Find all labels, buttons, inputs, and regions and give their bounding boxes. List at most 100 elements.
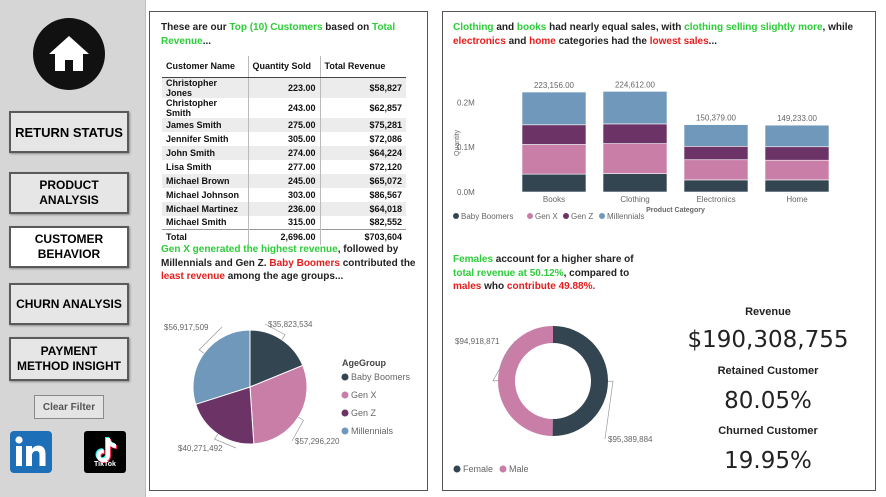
nav-return-status-button[interactable]: RETURN STATUS xyxy=(9,111,129,153)
legend-marker xyxy=(563,213,569,219)
quantity-cell: 315.00 xyxy=(248,216,320,230)
bar-segment-millennials[interactable] xyxy=(765,125,829,147)
customer-name-cell: James Smith xyxy=(162,118,248,132)
table-row[interactable]: James Smith 275.00 $75,281 xyxy=(162,118,406,132)
customer-panel: These are our Top (10) Customers based o… xyxy=(149,11,428,491)
category-quantity-bar-chart: 0.0M 0.1M 0.2M Quantity 223,156.00 Books 224,6… xyxy=(443,62,873,237)
slice-value-label: $35,823,534 xyxy=(268,320,313,329)
legend-marker xyxy=(453,213,459,219)
customer-name-cell: Jennifer Smith xyxy=(162,132,248,146)
bar-segment-gen-x[interactable] xyxy=(684,160,748,180)
bar-segment-millennials[interactable] xyxy=(603,91,667,124)
top-customers-text: These are our Top (10) Customers based o… xyxy=(161,21,421,48)
revenue-cell: $72,086 xyxy=(320,132,406,146)
tiktok-icon[interactable]: TikTok xyxy=(84,431,126,473)
revenue-cell: $65,072 xyxy=(320,174,406,188)
col-customer-name[interactable]: Customer Name xyxy=(162,56,248,77)
quantity-cell: 274.00 xyxy=(248,146,320,160)
linkedin-icon[interactable] xyxy=(10,431,52,473)
revenue-cell: $75,281 xyxy=(320,118,406,132)
bar-total-label: 150,379.00 xyxy=(696,114,737,123)
x-tick-label: Electronics xyxy=(696,195,735,204)
quantity-cell: 275.00 xyxy=(248,118,320,132)
bar-segment-millennials[interactable] xyxy=(522,92,586,125)
revenue-value: $190,308,755 xyxy=(668,327,868,353)
bar-segment-baby-boomers[interactable] xyxy=(603,174,667,192)
bar-segment-millennials[interactable] xyxy=(684,125,748,147)
table-row[interactable]: Lisa Smith 277.00 $72,120 xyxy=(162,160,406,174)
table-row[interactable]: Michael Smith 315.00 $82,552 xyxy=(162,216,406,230)
churned-customer-value: 19.95% xyxy=(668,448,868,474)
customer-name-cell: Michael Martinez xyxy=(162,202,248,216)
churned-customer-label: Churned Customer xyxy=(668,425,868,437)
quantity-cell: 305.00 xyxy=(248,132,320,146)
table-row[interactable]: Jennifer Smith 305.00 $72,086 xyxy=(162,132,406,146)
revenue-cell: $62,857 xyxy=(320,98,406,118)
legend-marker xyxy=(342,410,349,417)
quantity-cell: 243.00 xyxy=(248,98,320,118)
top-customers-table: Customer Name Quantity Sold Total Revenu… xyxy=(162,56,406,245)
customer-name-cell: John Smith xyxy=(162,146,248,160)
tiktok-label: TikTok xyxy=(84,461,126,468)
quantity-cell: 277.00 xyxy=(248,160,320,174)
legend-item: Millennials xyxy=(351,426,394,436)
customer-name-cell: Michael Smith xyxy=(162,216,248,230)
customer-name-cell: Michael Brown xyxy=(162,174,248,188)
bar-segment-baby-boomers[interactable] xyxy=(522,174,586,192)
x-tick-label: Home xyxy=(786,195,808,204)
table-row[interactable]: Michael Johnson 303.00 $86,567 xyxy=(162,188,406,202)
nav-churn-analysis-button[interactable]: CHURN ANALYSIS xyxy=(9,283,129,325)
bar-total-label: 223,156.00 xyxy=(534,81,575,90)
bar-segment-gen-z[interactable] xyxy=(765,147,829,160)
revenue-label: Revenue xyxy=(668,306,868,318)
bar-segment-gen-z[interactable] xyxy=(522,125,586,145)
table-row[interactable]: Christopher Smith 243.00 $62,857 xyxy=(162,98,406,118)
bar-segment-gen-x[interactable] xyxy=(522,145,586,175)
bar-segment-gen-z[interactable] xyxy=(603,124,667,144)
legend-item: Baby Boomers xyxy=(351,372,411,382)
legend-marker xyxy=(599,213,605,219)
revenue-cell: $72,120 xyxy=(320,160,406,174)
nav-customer-behavior-button[interactable]: CUSTOMER BEHAVIOR xyxy=(9,226,129,268)
home-button[interactable] xyxy=(33,18,105,90)
table-row[interactable]: John Smith 274.00 $64,224 xyxy=(162,146,406,160)
quantity-cell: 303.00 xyxy=(248,188,320,202)
nav-payment-method-insight-button[interactable]: PAYMENT METHOD INSIGHT xyxy=(9,337,129,381)
legend-marker xyxy=(500,466,507,473)
revenue-cell: $82,552 xyxy=(320,216,406,230)
table-row[interactable]: Christopher Jones 223.00 $58,827 xyxy=(162,77,406,98)
clear-filter-button[interactable]: Clear Filter xyxy=(34,395,104,419)
y-tick-label: 0.0M xyxy=(457,188,475,197)
revenue-cell: $58,827 xyxy=(320,77,406,98)
gender-text: Females account for a higher share of to… xyxy=(453,253,653,294)
bar-segment-baby-boomers[interactable] xyxy=(765,180,829,192)
donut-slice-female[interactable] xyxy=(553,326,608,436)
donut-slice-male[interactable] xyxy=(498,326,553,436)
gender-revenue-donut-chart: $95,389,884$94,918,871Female Male xyxy=(443,307,683,482)
revenue-cell: $64,018 xyxy=(320,202,406,216)
quantity-cell: 223.00 xyxy=(248,77,320,98)
x-tick-label: Books xyxy=(543,195,565,204)
bar-segment-gen-z[interactable] xyxy=(684,146,748,159)
retained-customer-value: 80.05% xyxy=(668,388,868,414)
slice-value-label: $56,917,509 xyxy=(164,323,209,332)
legend-item: Gen X xyxy=(351,390,377,400)
legend-marker xyxy=(454,466,461,473)
bar-segment-baby-boomers[interactable] xyxy=(684,180,748,192)
legend-marker xyxy=(342,428,349,435)
revenue-cell: $64,224 xyxy=(320,146,406,160)
col-total-revenue[interactable]: Total Revenue xyxy=(320,56,406,77)
legend-marker xyxy=(342,392,349,399)
category-gender-panel: Clothing and books had nearly equal sale… xyxy=(442,11,876,491)
col-quantity-sold[interactable]: Quantity Sold xyxy=(248,56,320,77)
slice-value-label: $57,296,220 xyxy=(295,437,340,446)
bar-segment-gen-x[interactable] xyxy=(603,144,667,174)
category-text: Clothing and books had nearly equal sale… xyxy=(453,21,868,48)
table-row[interactable]: Michael Martinez 236.00 $64,018 xyxy=(162,202,406,216)
table-row[interactable]: Michael Brown 245.00 $65,072 xyxy=(162,174,406,188)
bar-segment-gen-x[interactable] xyxy=(765,160,829,180)
customer-name-cell: Christopher Smith xyxy=(162,98,248,118)
quantity-cell: 236.00 xyxy=(248,202,320,216)
customer-name-cell: Lisa Smith xyxy=(162,160,248,174)
nav-product-analysis-button[interactable]: PRODUCT ANALYSIS xyxy=(9,172,129,214)
